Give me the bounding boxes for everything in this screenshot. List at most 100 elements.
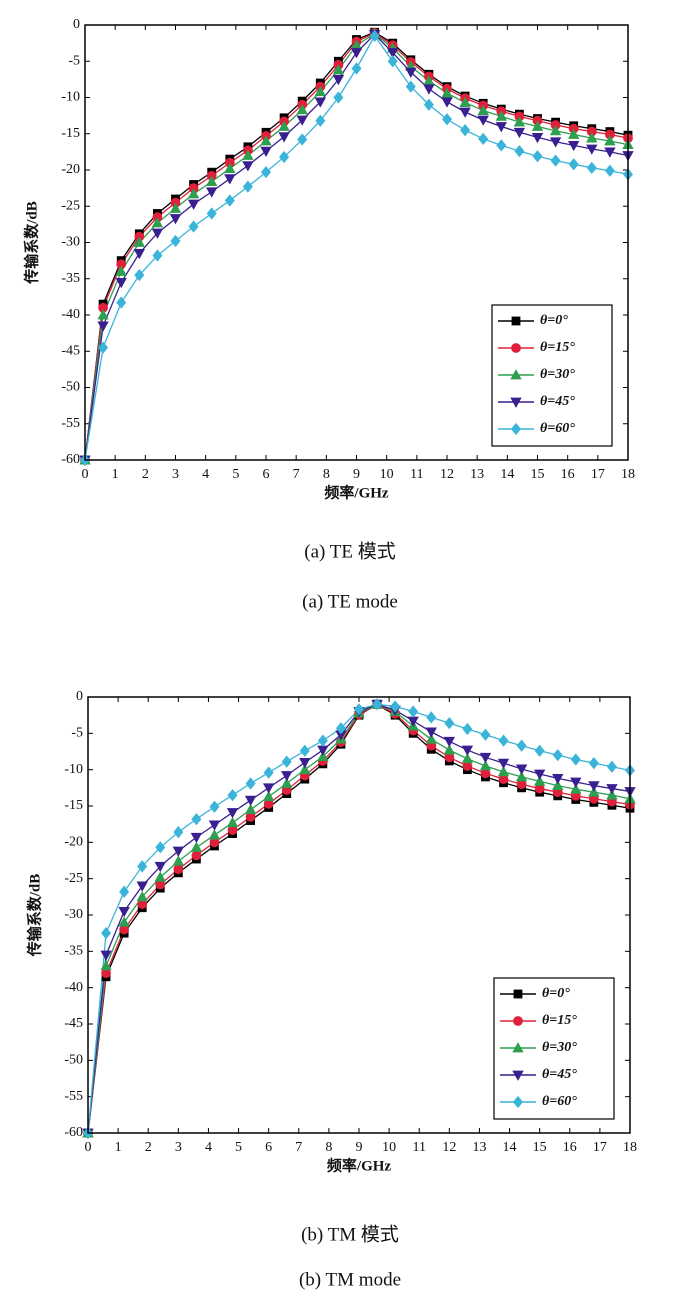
data-point xyxy=(173,826,184,839)
data-point xyxy=(208,829,221,840)
data-point xyxy=(461,745,474,756)
caption: (a) TE 模式 xyxy=(304,540,395,562)
legend-marker xyxy=(511,343,521,353)
x-tick-label: 12 xyxy=(442,1140,456,1155)
data-point xyxy=(460,123,471,137)
data-point xyxy=(462,722,473,736)
data-point xyxy=(479,752,492,764)
data-point xyxy=(281,777,293,788)
y-tick-label: -60 xyxy=(61,452,80,467)
y-tick-label: -35 xyxy=(64,944,83,959)
legend-label: θ=30° xyxy=(540,367,575,382)
data-point xyxy=(209,800,220,813)
legend-marker xyxy=(512,1070,524,1081)
x-tick-label: 11 xyxy=(410,467,423,482)
y-tick-label: -30 xyxy=(64,907,83,922)
data-point xyxy=(552,749,563,762)
data-point xyxy=(426,711,437,724)
y-tick-label: 0 xyxy=(76,689,83,704)
data-point xyxy=(242,149,254,160)
data-point xyxy=(604,135,616,146)
data-point xyxy=(443,736,456,748)
x-tick-label: 3 xyxy=(175,1140,182,1155)
legend-label: θ=60° xyxy=(542,1094,577,1109)
x-tick-label: 15 xyxy=(533,1140,547,1155)
data-point xyxy=(408,705,419,718)
data-point xyxy=(533,769,546,780)
data-point xyxy=(315,114,326,127)
data-point xyxy=(570,777,582,788)
data-point xyxy=(604,147,616,158)
data-point xyxy=(332,74,345,86)
x-tick-label: 15 xyxy=(531,467,545,482)
data-point xyxy=(242,161,254,172)
data-point xyxy=(133,248,145,260)
x-tick-label: 7 xyxy=(293,467,300,482)
x-tick-label: 6 xyxy=(265,1140,272,1155)
caption: (b) TM 模式 xyxy=(301,1223,399,1245)
data-point xyxy=(335,722,346,735)
y-axis-label: 传输系数/dB xyxy=(22,201,40,285)
y-tick-label: -5 xyxy=(68,53,80,68)
y-tick-label: -55 xyxy=(64,1089,83,1104)
legend-label: θ=15° xyxy=(540,340,575,355)
y-tick-label: -20 xyxy=(61,162,80,177)
data-point xyxy=(154,861,166,873)
data-point xyxy=(459,96,471,107)
x-tick-label: 1 xyxy=(112,467,119,482)
data-point xyxy=(154,871,166,882)
data-point xyxy=(604,164,615,177)
data-point xyxy=(516,739,527,752)
x-tick-label: 9 xyxy=(353,467,360,482)
data-point xyxy=(495,110,507,121)
data-point xyxy=(515,771,528,782)
legend-label: θ=15° xyxy=(542,1013,577,1028)
x-tick-label: 4 xyxy=(205,1140,212,1155)
legend-label: θ=0° xyxy=(542,986,570,1001)
data-point xyxy=(425,727,437,738)
legend-label: θ=60° xyxy=(540,421,575,436)
data-point xyxy=(477,104,489,115)
data-point xyxy=(206,207,217,220)
data-point xyxy=(479,760,492,771)
data-point xyxy=(97,309,109,320)
data-point xyxy=(224,174,236,185)
x-tick-label: 10 xyxy=(382,1140,396,1155)
data-point xyxy=(244,795,257,807)
legend-label: θ=0° xyxy=(540,313,568,328)
data-point xyxy=(423,98,434,111)
data-point xyxy=(588,756,599,770)
data-point xyxy=(534,744,545,757)
x-tick-label: 18 xyxy=(621,467,635,482)
x-tick-label: 9 xyxy=(356,1140,363,1155)
y-tick-label: -45 xyxy=(64,1016,83,1031)
data-point xyxy=(405,80,416,93)
data-point xyxy=(173,864,184,875)
data-point xyxy=(586,132,598,143)
x-tick-label: 3 xyxy=(172,467,179,482)
data-point xyxy=(279,150,290,164)
data-point xyxy=(297,133,308,146)
y-tick-label: -15 xyxy=(61,126,80,141)
data-point xyxy=(441,87,453,98)
data-point xyxy=(260,146,272,157)
data-point xyxy=(206,175,218,187)
x-tick-label: 5 xyxy=(232,467,239,482)
data-point xyxy=(187,199,200,210)
plot-frame xyxy=(84,24,629,461)
legend-marker xyxy=(513,989,523,999)
data-point xyxy=(606,760,617,773)
x-tick-label: 8 xyxy=(325,1140,332,1155)
x-tick-label: 13 xyxy=(472,1140,486,1155)
data-point xyxy=(498,734,509,747)
data-point xyxy=(206,187,218,198)
x-tick-label: 17 xyxy=(591,467,605,482)
data-point xyxy=(314,85,326,97)
x-axis-label: 频率/GHz xyxy=(324,483,389,501)
data-point xyxy=(515,764,528,775)
x-tick-label: 1 xyxy=(115,1140,122,1155)
data-point xyxy=(586,161,597,174)
legend-marker xyxy=(510,397,522,408)
data-point xyxy=(496,139,507,152)
